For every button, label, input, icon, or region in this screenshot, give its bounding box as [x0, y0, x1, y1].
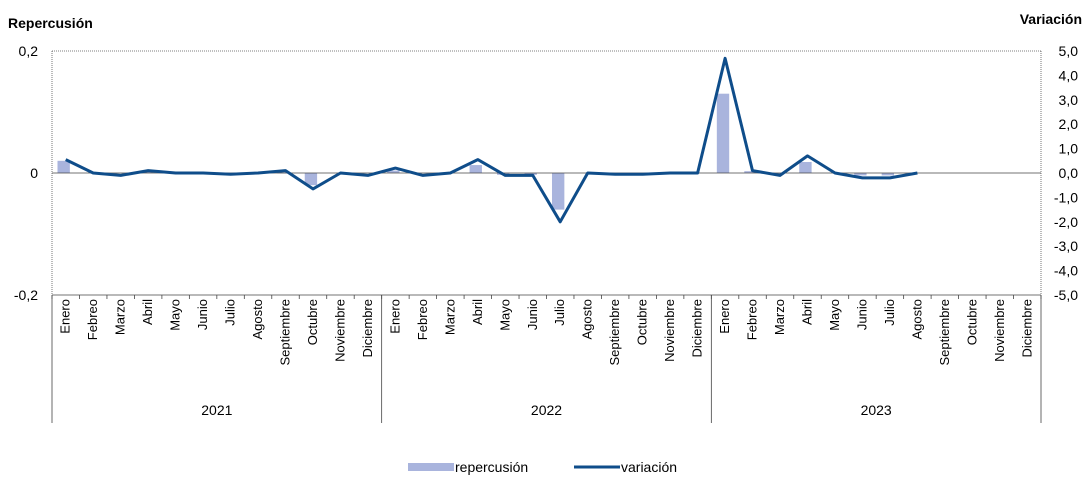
month-label: Febreo: [415, 299, 430, 340]
right-tick-label: -3,0: [1054, 238, 1078, 254]
month-label: Noviembre: [332, 299, 347, 362]
repercusion-bar: [387, 170, 400, 173]
month-label: Noviembre: [992, 299, 1007, 362]
right-tick-label: -5,0: [1054, 287, 1078, 303]
month-label: Abril: [799, 299, 814, 325]
month-label: Febreo: [745, 299, 760, 340]
month-label: Diciembre: [690, 299, 705, 358]
month-label: Diciembre: [1019, 299, 1034, 358]
month-label: Diciembre: [360, 299, 375, 358]
left-tick-label: 0: [30, 165, 38, 181]
month-label: Julio: [223, 299, 238, 326]
right-tick-label: -1,0: [1054, 189, 1078, 205]
month-label: Enero: [717, 299, 732, 334]
right-tick-labels: 5,0 4,0 3,0 2,0 1,0 0,0 -1,0 -2,0 -3,0 -4,0 -5,0: [1054, 43, 1078, 303]
month-label: Marzo: [772, 299, 787, 335]
month-label: Agosto: [580, 299, 595, 339]
month-label: Octubre: [305, 299, 320, 345]
right-tick-label: 5,0: [1059, 43, 1079, 59]
left-tick-labels: 0,2 0 -0,2: [14, 43, 38, 303]
right-tick-label: 2,0: [1059, 116, 1079, 132]
month-label: Julio: [882, 299, 897, 326]
repercusion-bar: [304, 173, 318, 186]
month-label: Marzo: [113, 299, 128, 335]
right-tick-label: -4,0: [1054, 263, 1078, 279]
legend-swatch-repercusion: [408, 463, 454, 471]
month-label: Mayo: [827, 299, 842, 331]
month-label: Septiembre: [607, 299, 622, 365]
month-label: Enero: [387, 299, 402, 334]
repercusion-bar: [57, 160, 70, 173]
month-label: Marzo: [442, 299, 457, 335]
right-tick-label: 3,0: [1059, 92, 1079, 108]
month-label: Mayo: [497, 299, 512, 331]
month-label: Agosto: [250, 299, 265, 339]
repercusion-bar: [854, 173, 867, 176]
month-label: Agosto: [909, 299, 924, 339]
right-tick-label: 0,0: [1059, 165, 1079, 181]
month-label: Febreo: [85, 299, 100, 340]
month-label: Mayo: [168, 299, 183, 331]
year-label: 2022: [531, 402, 562, 418]
repercusion-bar: [799, 162, 812, 173]
month-label: Junio: [195, 299, 210, 330]
month-label: Septiembre: [937, 299, 952, 365]
right-tick-label: 4,0: [1059, 67, 1079, 83]
repercusion-bar: [716, 93, 730, 173]
repercusion-bar: [469, 165, 482, 173]
repercusion-bars: [57, 93, 895, 210]
month-label: Junio: [525, 299, 540, 330]
month-label: Octubre: [635, 299, 650, 345]
legend-label-repercusion: repercusión: [455, 459, 528, 475]
month-label: Octubre: [964, 299, 979, 345]
year-label: 2021: [201, 402, 232, 418]
month-label: Abril: [470, 299, 485, 325]
legend-label-variacion: variación: [621, 459, 677, 475]
repercusion-bar: [744, 171, 757, 173]
right-tick-label: -2,0: [1054, 214, 1078, 230]
year-label: 2023: [861, 402, 892, 418]
month-label: Septiembre: [278, 299, 293, 365]
month-label: Enero: [58, 299, 73, 334]
right-tick-label: 1,0: [1059, 141, 1079, 157]
month-label: Abril: [140, 299, 155, 325]
right-axis-title: Variación: [1020, 11, 1082, 27]
month-label: Junio: [854, 299, 869, 330]
repercusion-bar: [881, 173, 895, 176]
left-tick-label: 0,2: [19, 43, 39, 59]
left-axis-title: Repercusión: [8, 15, 93, 31]
month-label: Noviembre: [662, 299, 677, 362]
x-axis: Enero Febreo Marzo Abril Mayo Junio Julio Agost…: [51, 295, 1042, 423]
variacion-line: [65, 56, 918, 224]
month-label: Julio: [552, 299, 567, 326]
legend: repercusión variación: [408, 459, 677, 475]
repercusion-bar: [551, 173, 565, 210]
left-tick-label: -0,2: [14, 287, 38, 303]
